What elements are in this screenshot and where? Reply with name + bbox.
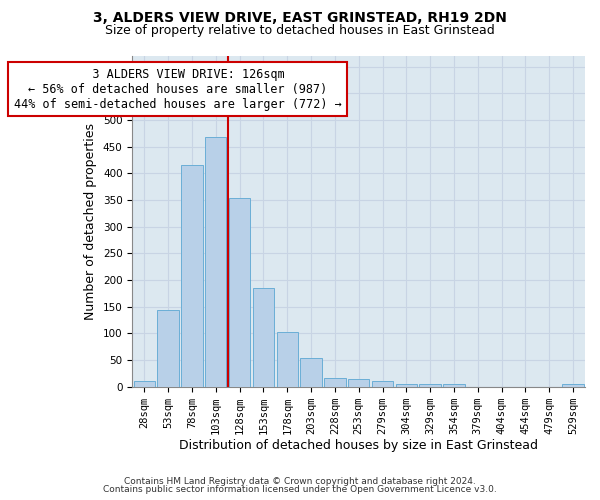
Bar [324, 378, 346, 386]
X-axis label: Distribution of detached houses by size in East Grinstead: Distribution of detached houses by size … [179, 440, 538, 452]
Bar [443, 384, 464, 386]
Bar [301, 358, 322, 386]
Bar [157, 310, 179, 386]
Bar [181, 165, 203, 386]
Text: 3, ALDERS VIEW DRIVE, EAST GRINSTEAD, RH19 2DN: 3, ALDERS VIEW DRIVE, EAST GRINSTEAD, RH… [93, 11, 507, 25]
Bar [134, 382, 155, 386]
Bar [419, 384, 441, 386]
Text: Contains HM Land Registry data © Crown copyright and database right 2024.: Contains HM Land Registry data © Crown c… [124, 477, 476, 486]
Y-axis label: Number of detached properties: Number of detached properties [85, 123, 97, 320]
Text: Contains public sector information licensed under the Open Government Licence v3: Contains public sector information licen… [103, 485, 497, 494]
Bar [205, 137, 226, 386]
Bar [562, 384, 584, 386]
Text: Size of property relative to detached houses in East Grinstead: Size of property relative to detached ho… [105, 24, 495, 37]
Bar [229, 198, 250, 386]
Bar [395, 384, 417, 386]
Bar [372, 381, 393, 386]
Bar [253, 288, 274, 386]
Text: 3 ALDERS VIEW DRIVE: 126sqm
← 56% of detached houses are smaller (987)
44% of se: 3 ALDERS VIEW DRIVE: 126sqm ← 56% of det… [14, 68, 341, 110]
Bar [277, 332, 298, 386]
Bar [348, 378, 370, 386]
